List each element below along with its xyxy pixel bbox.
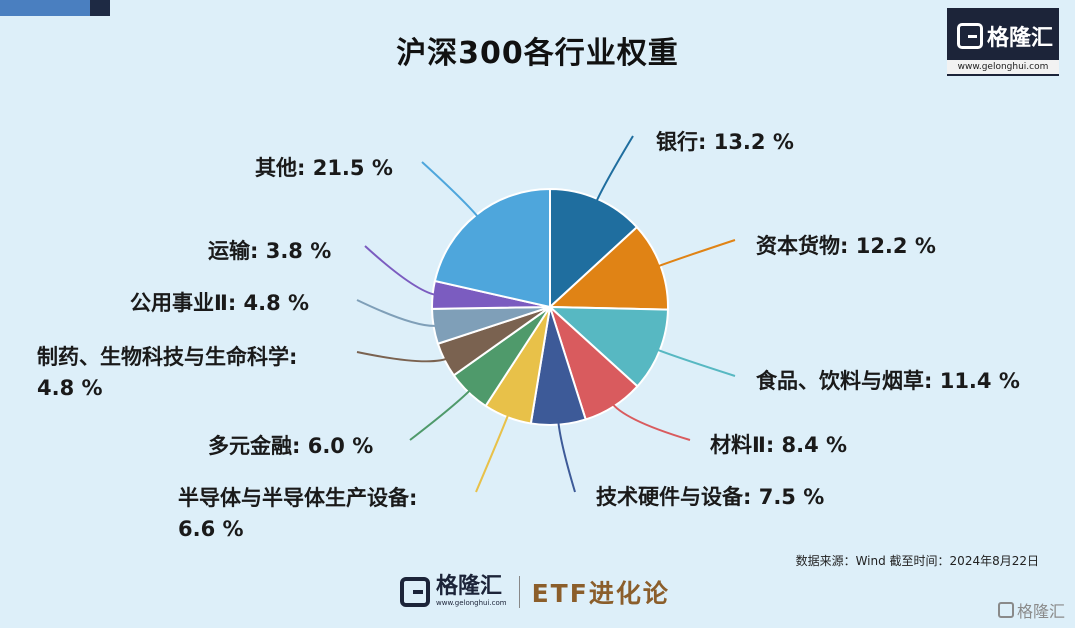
slice-label-7: 多元金融: 6.0 %	[208, 434, 373, 458]
logo-url: www.gelonghui.com	[947, 60, 1059, 74]
footer-column-name: ETF进化论	[531, 579, 670, 608]
footer-brand-name: 格隆汇 www.gelonghui.com	[436, 576, 507, 608]
corner-tab-dark	[90, 0, 110, 16]
leader-line-6	[475, 411, 511, 493]
leader-line-3	[653, 347, 736, 377]
slice-label-10: 运输: 3.8 %	[208, 239, 331, 263]
leader-lines	[356, 135, 736, 493]
data-source-note: 数据来源：Wind 截至时间：2024年8月22日	[795, 554, 1039, 568]
slice-label-8: 制药、生物科技与生命科学:	[37, 345, 297, 369]
leader-line-2	[654, 239, 736, 269]
chart-title: 沪深300各行业权重	[396, 36, 679, 71]
footer-brand-url: www.gelonghui.com	[436, 599, 507, 607]
footer-brand: 格隆汇 www.gelonghui.com ETF进化论	[400, 572, 670, 612]
slice-label-11: 其他: 21.5 %	[255, 156, 393, 180]
slice-label-3: 食品、饮料与烟草: 11.4 %	[756, 369, 1020, 393]
gelonghui-logo-icon	[957, 23, 983, 49]
logo-brand-text: 格隆汇	[987, 26, 1054, 51]
corner-tab-decoration	[0, 0, 110, 16]
leader-line-9	[356, 299, 440, 327]
leader-line-5	[557, 418, 576, 493]
slice-label-2: 资本货物: 12.2 %	[756, 234, 936, 258]
footer-separator	[518, 576, 520, 608]
pie-slices	[430, 187, 669, 426]
leader-line-11	[421, 161, 481, 221]
gelonghui-footer-logo-icon	[400, 577, 430, 607]
watermark-logo-icon	[997, 602, 1014, 618]
slice-label-value-8: 4.8 %	[37, 376, 103, 400]
slice-label-4: 材料Ⅱ: 8.4 %	[710, 433, 847, 457]
slice-label-value-6: 6.6 %	[178, 517, 244, 541]
corner-tab-light	[0, 0, 90, 16]
logo-brand: 格隆汇	[957, 20, 1053, 52]
logo-badge[interactable]: 格隆汇 www.gelonghui.com	[947, 8, 1059, 76]
watermark: 格隆汇	[997, 598, 1065, 622]
footer-brand-text: 格隆汇	[436, 574, 503, 599]
leader-line-4	[609, 400, 691, 441]
leader-line-7	[409, 387, 474, 441]
slice-label-1: 银行: 13.2 %	[656, 130, 794, 154]
leader-line-10	[364, 245, 439, 297]
slice-label-6: 半导体与半导体生产设备:	[178, 486, 417, 510]
leader-line-8	[356, 351, 451, 363]
watermark-text: 格隆汇	[1016, 602, 1065, 621]
slice-label-5: 技术硬件与设备: 7.5 %	[596, 485, 824, 509]
leader-line-1	[594, 135, 634, 205]
slice-labels: 银行: 13.2 % 资本货物: 12.2 % 食品、饮料与烟草: 11.4 % 材料…	[37, 130, 1020, 541]
slice-label-9: 公用事业Ⅱ: 4.8 %	[130, 291, 309, 315]
